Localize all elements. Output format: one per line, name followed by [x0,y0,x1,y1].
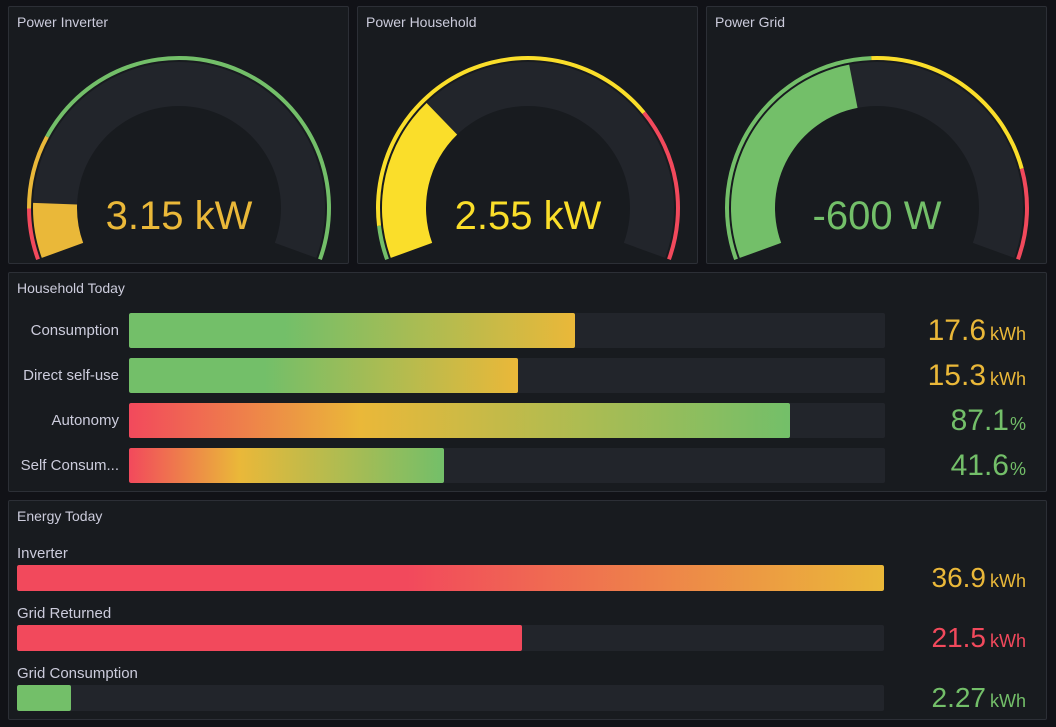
gauge-value: -600 W [813,194,942,238]
bar-value-number: 15.3 [927,359,986,392]
bar-value-unit: % [1009,459,1026,479]
bar-value-number: 36.9 [931,562,987,593]
bar-track [17,565,884,591]
panel-title: Household Today [17,280,125,296]
gauge-threshold-band [642,111,680,260]
gauge-value: 3.15 kW [106,194,253,238]
bar-fill [17,685,71,711]
bar-value: 87.1% [951,404,1026,441]
panel-title: Power Grid [715,14,786,30]
bar-label: Inverter [17,545,68,562]
gauge-threshold-band [27,135,49,209]
bar-label: Grid Returned [17,605,112,622]
panel-title: Power Household [366,14,477,30]
bar-value-number: 21.5 [931,622,987,653]
gauge-value: 2.55 kW [455,194,602,238]
bar-value-number: 2.27 [931,682,987,713]
gauge-panel-grid: Power Grid -600 W [706,6,1047,264]
bar-value-number: 41.6 [950,449,1009,482]
bar-label: Grid Consumption [17,665,138,682]
bar-value-unit: kWh [990,691,1026,711]
bar-value: 2.27 kWh [932,681,1027,718]
energy-today-panel: Energy Today Inverter 36.9 kWh Grid Returne… [8,500,1047,720]
bar-track [129,403,885,438]
bar-value-number: 17.6 [927,314,986,347]
bar-label: Autonomy [51,412,119,429]
bar-value-unit: kWh [990,631,1026,651]
bar-value: 17.6 kWh [928,314,1026,351]
bar-track [129,448,885,483]
bar-track [129,313,885,348]
gauge-threshold-band [27,208,40,260]
bar-label: Consumption [30,322,119,339]
bar-value-unit: % [1009,414,1026,434]
bar-track [17,625,884,651]
bar-value: 15.3 kWh [928,359,1026,396]
gauge-panel-inverter: Power Inverter 3.15 kW [8,6,349,264]
gauge-fill [731,64,858,258]
gauge-fill [33,202,84,258]
bar-fill [129,448,445,483]
gauge-grid: -600 W [725,56,1029,260]
household-today-panel: Household Today Consumption 17.6 kWh Direct… [8,272,1047,492]
bar-value: 41.6% [951,449,1026,486]
bar-fill [129,403,790,438]
bar-label: Direct self-use [23,367,119,384]
bar-value: 21.5 kWh [932,621,1027,658]
gauge-threshold-band [871,56,1024,170]
bar-value-number: 87.1 [950,404,1009,437]
bar-label: Self Consum... [20,457,119,474]
bar-track [17,685,884,711]
panel-title: Energy Today [17,508,103,524]
bar-fill [17,565,884,591]
bar-value-unit: kWh [990,571,1026,591]
bar-track [129,358,885,393]
bar-fill [17,625,523,651]
gauge-household: 2.55 kW [376,55,680,260]
gauge-threshold-band [1016,168,1029,260]
bar-fill [129,358,518,393]
bar-fill [129,313,576,348]
panel-title: Power Inverter [17,14,109,30]
bar-value-unit: kWh [990,369,1026,389]
bar-value-unit: kWh [990,324,1026,344]
gauge-track [32,61,325,258]
gauge-inverter: 3.15 kW [27,55,332,260]
gauge-track [382,61,674,258]
gauge-panel-household: Power Household 2.55 kW [357,6,698,264]
gauge-threshold-band [377,225,389,260]
gauge-fill [382,102,458,258]
bar-value: 36.9 kWh [932,561,1027,598]
